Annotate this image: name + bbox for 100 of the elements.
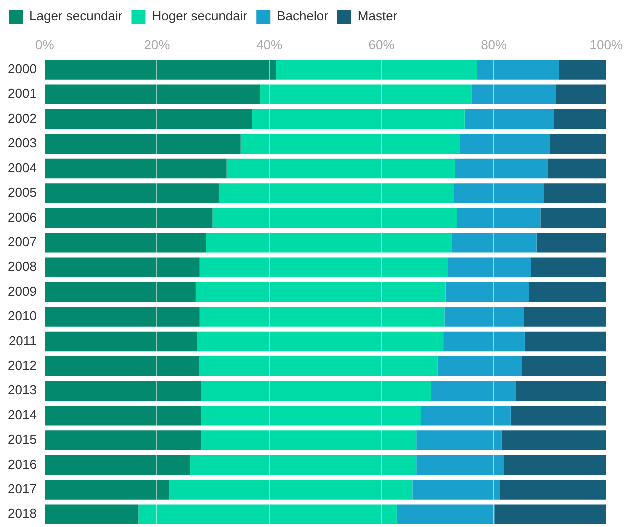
- bar: [200, 258, 448, 278]
- bar: [448, 258, 532, 278]
- bar: [559, 60, 606, 80]
- legend-label: Lager secundair: [30, 8, 124, 24]
- bar: [540, 208, 606, 228]
- bar: [45, 208, 213, 228]
- y-tick-label: 2001: [8, 86, 37, 102]
- bar: [200, 307, 445, 327]
- y-tick-label: 2017: [8, 482, 37, 497]
- y-tick-label: 2008: [8, 259, 37, 274]
- bar: [252, 109, 465, 130]
- bar: [45, 480, 170, 500]
- bar: [45, 356, 200, 376]
- bar: [396, 504, 495, 525]
- bar: [45, 455, 190, 476]
- y-tick-label: 2004: [8, 160, 37, 176]
- bar: [446, 282, 530, 302]
- bar: [45, 504, 139, 525]
- bar: [199, 356, 438, 376]
- bar: [45, 381, 202, 402]
- bar: [421, 406, 511, 426]
- bar: [531, 258, 606, 278]
- y-tick-label: 2011: [8, 333, 37, 348]
- bar: [554, 109, 606, 130]
- bar: [45, 430, 202, 450]
- y-tick-label: 2009: [8, 284, 37, 299]
- x-tick-label: 80%: [481, 37, 508, 52]
- y-tick-label: 2018: [8, 506, 37, 522]
- bar: [45, 60, 276, 80]
- bar: [201, 381, 432, 402]
- bar: [556, 84, 606, 105]
- bar: [477, 60, 560, 80]
- bar: [464, 109, 554, 130]
- bar: [454, 184, 544, 204]
- bar: [45, 84, 261, 105]
- bar: [45, 109, 252, 130]
- bar: [504, 455, 606, 476]
- bar: [138, 504, 397, 525]
- y-tick-label: 2013: [8, 382, 37, 398]
- legend-label: Hoger secundair: [152, 8, 248, 24]
- bar: [455, 158, 548, 179]
- bar: [45, 258, 200, 278]
- bar: [516, 381, 606, 402]
- bar: [197, 332, 444, 352]
- bar: [226, 158, 456, 179]
- bar: [202, 430, 417, 450]
- bar: [548, 158, 606, 179]
- bar: [494, 504, 606, 525]
- bar: [431, 381, 516, 402]
- bar: [206, 233, 452, 253]
- bar: [45, 233, 206, 253]
- y-tick-label: 2016: [8, 456, 37, 472]
- bar: [452, 233, 537, 253]
- bar: [45, 134, 241, 154]
- bar: [502, 430, 606, 450]
- y-tick-label: 2014: [8, 407, 37, 422]
- bar: [416, 455, 504, 476]
- bar: [196, 282, 446, 302]
- y-tick-label: 2000: [8, 62, 37, 77]
- bar: [45, 307, 200, 327]
- x-tick-label: 100%: [590, 37, 624, 52]
- bar: [444, 307, 524, 327]
- bar: [45, 158, 227, 179]
- bar: [524, 332, 606, 352]
- y-tick-label: 2003: [8, 136, 37, 151]
- bar: [45, 332, 198, 352]
- bar: [45, 406, 202, 426]
- bar: [460, 134, 550, 154]
- y-tick-label: 2015: [8, 432, 37, 448]
- bar: [212, 208, 458, 228]
- bar: [45, 282, 196, 302]
- bar: [544, 184, 606, 204]
- bar: [240, 134, 460, 154]
- y-tick-label: 2005: [8, 185, 37, 200]
- bar: [276, 60, 478, 80]
- legend-label: Bachelor: [277, 8, 330, 24]
- bar: [438, 356, 522, 376]
- bar: [536, 233, 606, 253]
- x-tick-label: 60%: [368, 37, 396, 52]
- x-tick-label: 20%: [144, 37, 171, 52]
- y-tick-label: 2006: [8, 210, 37, 225]
- bar: [529, 282, 606, 302]
- bar: [218, 184, 454, 204]
- bar: [412, 480, 500, 500]
- bar: [260, 84, 472, 105]
- bar: [522, 356, 606, 376]
- x-tick-label: 0%: [36, 37, 55, 52]
- y-tick-label: 2010: [8, 308, 37, 324]
- bar: [550, 134, 606, 154]
- y-tick-label: 2002: [8, 110, 37, 126]
- x-tick-label: 40%: [256, 37, 283, 52]
- bar: [190, 455, 417, 476]
- bar: [457, 208, 541, 228]
- legend-label: Master: [358, 8, 398, 24]
- bar: [444, 332, 525, 352]
- bar: [524, 307, 606, 327]
- bar: [45, 184, 219, 204]
- bar: [510, 406, 606, 426]
- bar: [170, 480, 413, 500]
- y-tick-label: 2012: [8, 358, 37, 373]
